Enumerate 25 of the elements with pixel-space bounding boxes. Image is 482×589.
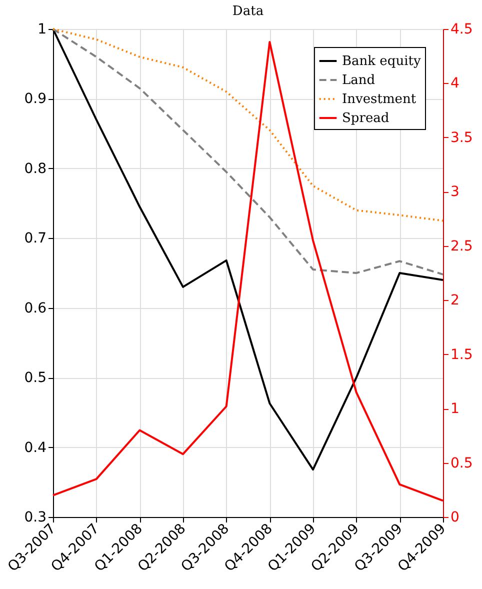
y2-tick-label: 1 [450,401,460,418]
y-tick-label: 0.6 [24,300,47,316]
y2-tick-label: 2 [450,292,460,309]
y2-tick-label: 4.5 [450,22,473,38]
y-tick-label: 1 [38,22,46,38]
y-tick-label: 0.5 [24,370,46,386]
y-tick-label: 0.7 [24,230,46,247]
y2-tick-label: 3.5 [450,130,473,146]
line-series [52,28,444,222]
chart-title: Data [232,4,264,19]
legend-label: Investment [342,92,417,107]
y2-tick-label: 0.5 [450,455,473,472]
legend-label: Land [342,73,376,88]
y-tick-label: 0.9 [24,91,46,108]
y-tick-label: 0.8 [24,160,46,177]
legend-label: Bank equity [342,54,422,69]
legend-label: Spread [342,111,390,126]
y2-tick-label: 2.5 [450,238,473,254]
y2-tick-label: 3 [450,184,460,200]
line-series [52,28,444,276]
y-tick-label: 0.4 [24,440,47,456]
y2-tick-label: 4 [450,76,460,92]
y2-tick-label: 0 [450,510,460,526]
y2-tick-label: 1.5 [450,346,473,363]
y-tick-label: 0.3 [24,510,46,526]
